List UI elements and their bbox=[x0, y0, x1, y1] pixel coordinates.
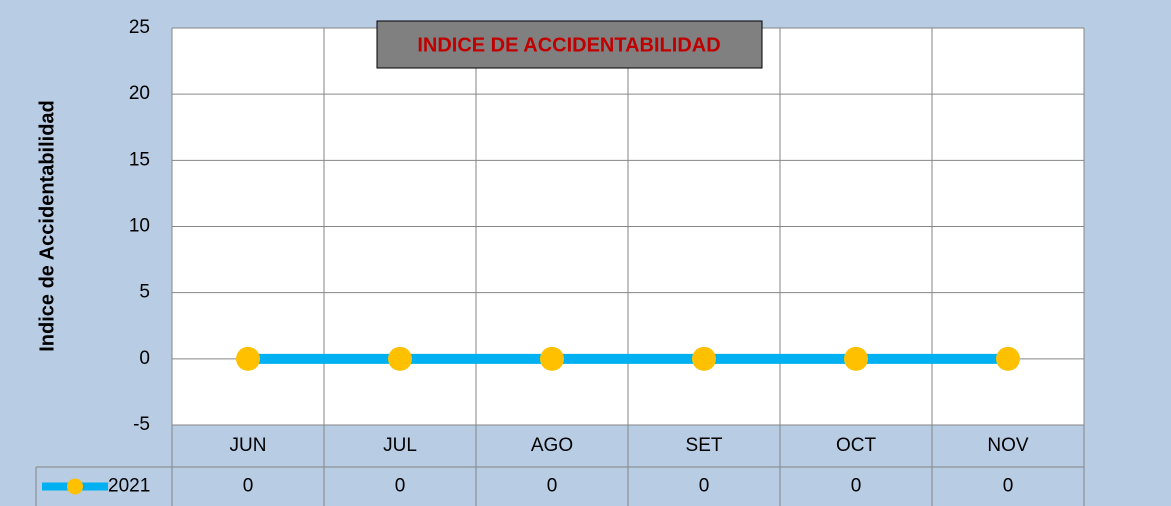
marker bbox=[996, 346, 1020, 371]
table-value: 0 bbox=[1003, 476, 1014, 497]
legend-label: 2021 bbox=[108, 476, 150, 497]
marker bbox=[844, 346, 868, 371]
x-tick-label: NOV bbox=[987, 435, 1029, 456]
x-tick-label: AGO bbox=[531, 435, 573, 456]
marker bbox=[388, 346, 412, 371]
table-value: 0 bbox=[851, 476, 862, 497]
y-tick-label: 25 bbox=[129, 17, 150, 38]
table-value: 0 bbox=[395, 476, 406, 497]
y-axis-label: Indice de Accidentabilidad bbox=[36, 100, 58, 352]
marker bbox=[236, 346, 260, 371]
table-value: 0 bbox=[243, 476, 254, 497]
y-tick-label: 5 bbox=[139, 282, 150, 303]
table-value: 0 bbox=[699, 476, 710, 497]
y-tick-label: 20 bbox=[129, 83, 150, 104]
y-tick-label: -5 bbox=[133, 414, 150, 435]
x-tick-label: JUL bbox=[383, 435, 417, 456]
marker bbox=[540, 346, 564, 371]
table-value: 0 bbox=[547, 476, 558, 497]
title-box bbox=[376, 20, 763, 69]
x-tick-label: OCT bbox=[836, 435, 877, 456]
x-tick-label: JUN bbox=[230, 435, 267, 456]
y-tick-label: 0 bbox=[139, 348, 150, 369]
x-tick-label: SET bbox=[686, 435, 723, 456]
y-tick-label: 10 bbox=[129, 216, 150, 237]
marks bbox=[236, 346, 1020, 371]
chart-title: INDICE DE ACCIDENTABILIDAD bbox=[417, 34, 720, 56]
y-tick-label: 15 bbox=[129, 149, 150, 170]
marker bbox=[692, 346, 716, 371]
legend-marker bbox=[67, 478, 83, 495]
